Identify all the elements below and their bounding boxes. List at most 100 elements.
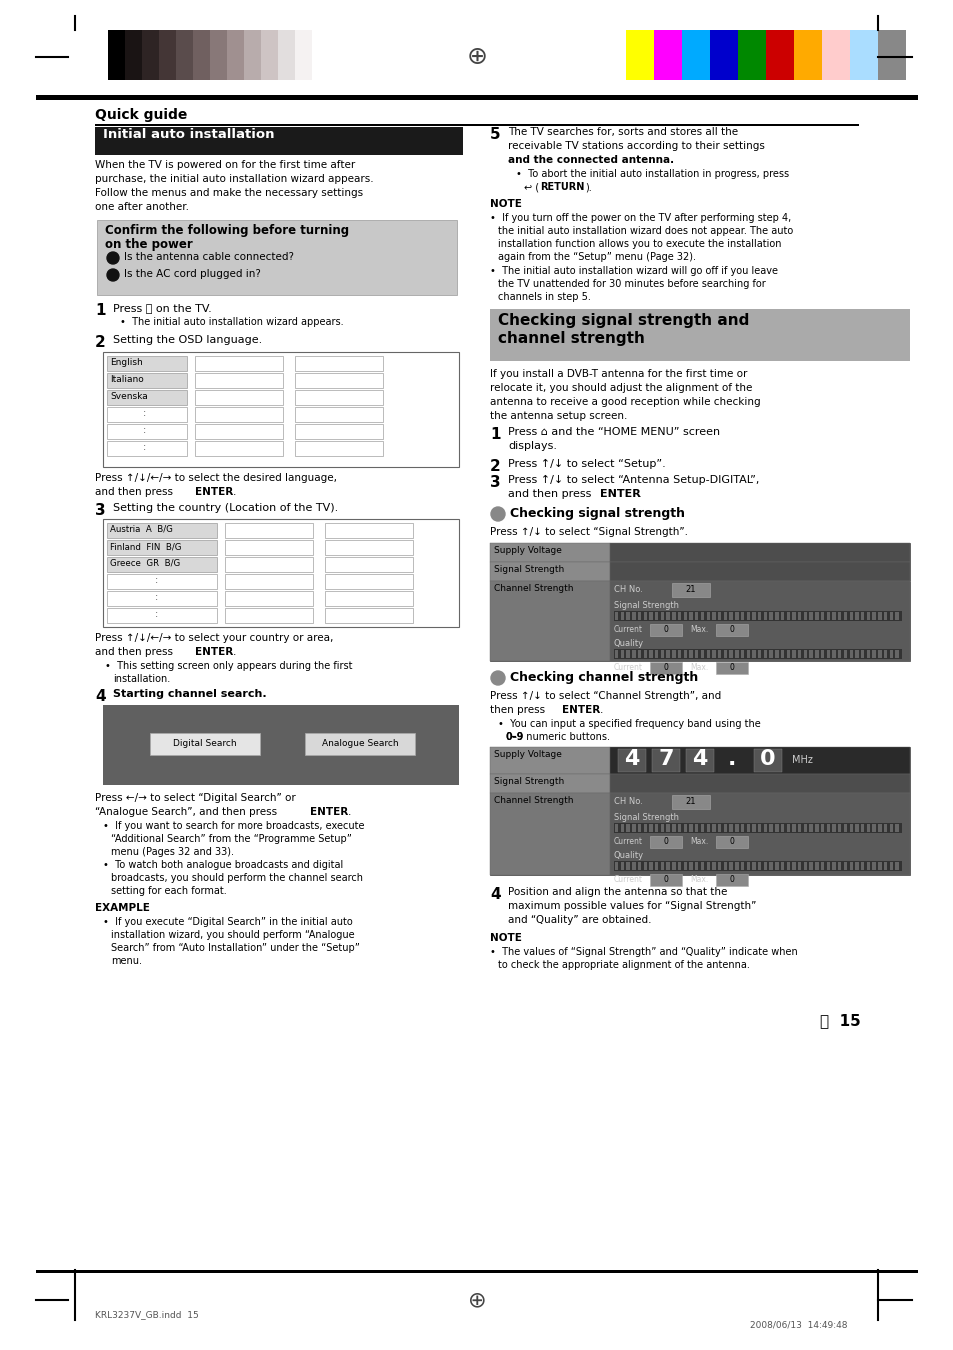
Text: •  You can input a specified frequency band using the: • You can input a specified frequency ba… [497,720,760,729]
Bar [718,863,720,869]
Text: the antenna setup screen.: the antenna setup screen. [490,410,627,421]
Bar [626,649,629,657]
Text: Signal Strength: Signal Strength [614,601,679,610]
Bar [671,583,709,597]
Text: one after another.: one after another. [95,202,189,212]
Circle shape [491,508,504,521]
Text: Press ⏻ on the TV.: Press ⏻ on the TV. [112,302,212,313]
Bar [729,824,732,832]
Bar [490,792,609,875]
Text: Is the AC cord plugged in?: Is the AC cord plugged in? [124,269,260,279]
Bar [729,863,732,869]
Bar [758,649,760,657]
Bar [325,608,413,622]
Text: broadcasts, you should perform the channel search: broadcasts, you should perform the chann… [111,873,363,883]
Bar [735,649,738,657]
Bar [159,30,175,80]
Bar [107,522,216,539]
Bar [655,649,658,657]
Bar [729,612,732,620]
Bar [729,649,732,657]
Bar [643,824,646,832]
Bar [689,863,692,869]
Bar [609,580,909,662]
Bar [654,30,681,80]
Bar [786,824,789,832]
Text: Signal Strength: Signal Strength [494,566,563,574]
Text: to check the appropriate alignment of the antenna.: to check the appropriate alignment of th… [497,960,749,971]
Bar [848,863,852,869]
Bar [103,518,458,626]
Bar [894,649,898,657]
Bar [649,649,652,657]
Bar [194,390,283,405]
Text: Position and align the antenna so that the: Position and align the antenna so that t… [507,887,726,896]
Bar [877,649,881,657]
Bar [716,873,747,886]
Bar [792,649,795,657]
Bar [194,424,283,439]
Bar [854,649,858,657]
Text: .: . [727,749,736,770]
Text: Quality: Quality [614,639,643,648]
Bar [678,612,680,620]
Bar [695,649,698,657]
Bar [490,580,609,662]
Text: “Analogue Search”, and then press: “Analogue Search”, and then press [95,807,280,817]
Bar [700,612,703,620]
Text: again from the “Setup” menu (Page 32).: again from the “Setup” menu (Page 32). [497,252,696,262]
Bar [763,824,766,832]
Bar [740,824,743,832]
Text: NOTE: NOTE [490,933,521,944]
Bar [709,30,738,80]
Bar [678,824,680,832]
Text: :: : [143,425,146,435]
Text: Signal Strength: Signal Strength [614,813,679,822]
Bar [643,649,646,657]
Bar [689,649,692,657]
Bar [752,612,755,620]
Text: 0: 0 [663,625,668,634]
Bar [325,522,413,539]
Bar [842,863,846,869]
Text: 21: 21 [685,585,696,594]
Bar [769,649,772,657]
Text: •  The initial auto installation wizard will go off if you leave: • The initial auto installation wizard w… [490,266,778,275]
Bar [36,95,917,100]
Text: 0: 0 [729,875,734,884]
Bar [325,591,413,606]
Bar [626,612,629,620]
Bar [809,824,812,832]
Bar [825,612,829,620]
Text: Press ↑/↓ to select “Channel Strength”, and: Press ↑/↓ to select “Channel Strength”, … [490,691,720,701]
Bar [695,612,698,620]
Bar [882,824,886,832]
Bar [490,774,609,792]
Text: Quality: Quality [614,850,643,860]
Bar [882,863,886,869]
Bar [490,562,609,580]
Bar [294,373,382,387]
Bar [706,863,709,869]
Bar [700,824,703,832]
Bar [706,612,709,620]
Bar [660,612,663,620]
Text: Press ←/→ to select “Digital Search” or: Press ←/→ to select “Digital Search” or [95,792,295,803]
Bar [718,649,720,657]
Bar [738,30,765,80]
Bar [649,873,681,886]
Text: Italiano: Italiano [110,375,144,383]
Text: :: : [143,441,146,452]
Text: menu.: menu. [111,956,142,967]
Bar [871,649,875,657]
Bar [821,30,849,80]
Bar [294,30,312,80]
Text: Max.: Max. [689,837,707,846]
Text: Confirm the following before turning: Confirm the following before turning [105,224,349,238]
Bar [803,824,806,832]
Text: .: . [233,647,236,657]
Bar [877,863,881,869]
Bar [695,824,698,832]
Bar [660,649,663,657]
Text: .: . [638,489,641,500]
